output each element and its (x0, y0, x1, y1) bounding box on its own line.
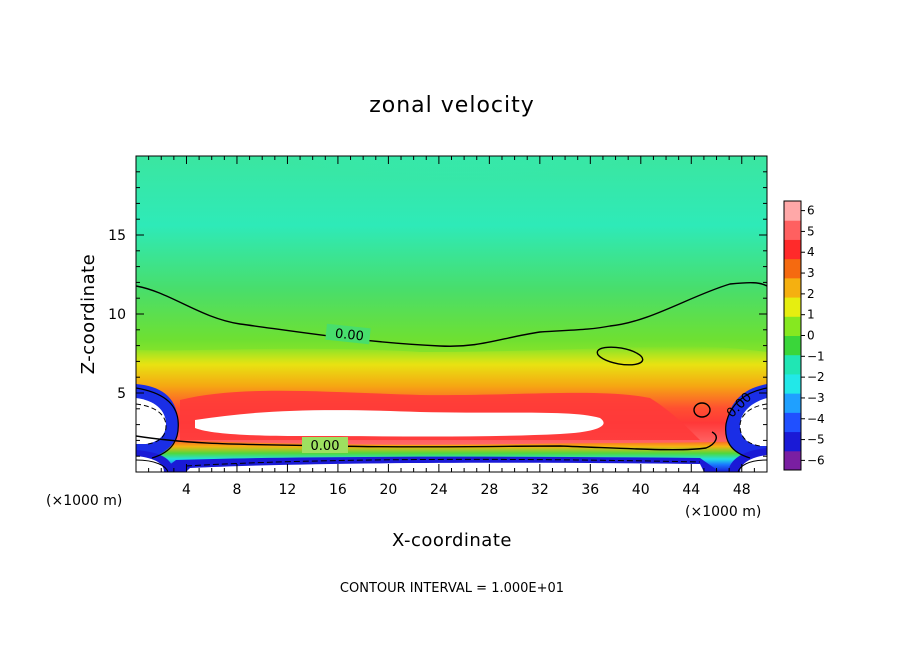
colorbar-tick-label: 4 (807, 245, 815, 259)
y-axis-ticks: 5 10 15 (108, 171, 767, 457)
colorbar: 6 5 4 3 2 1 0 −1 −2 −3 −4 −5 −6 (783, 200, 825, 471)
contour-label-bg-lower (302, 437, 348, 453)
x-tick-label: 28 (480, 482, 498, 498)
x-tick-label: 48 (733, 482, 751, 498)
colorbar-swatch (784, 316, 801, 336)
x-tick-label: 40 (632, 482, 650, 498)
contour-right-dashed (739, 403, 767, 447)
x-tick-label: 44 (682, 482, 700, 498)
contour-label-lower: 0.00 (311, 439, 340, 454)
colorbar-swatch (784, 277, 801, 298)
right-bottom-white (740, 455, 767, 472)
contour-label-bg-upper (325, 323, 371, 345)
x-tick-label: 24 (430, 482, 448, 498)
contour-label-upper: 0.00 (334, 327, 364, 345)
colorbar-tick-label: −6 (807, 453, 825, 467)
contour-left-bottom (136, 459, 169, 472)
colorbar-tick-label: 2 (807, 287, 815, 301)
contour-interval-note: CONTOUR INTERVAL = 1.000E+01 (340, 581, 564, 596)
colorbar-swatch (784, 297, 801, 317)
colorbar-swatch (784, 258, 801, 279)
contour-right-bottom (737, 459, 767, 472)
colorbar-swatch (784, 431, 801, 452)
contour-lower-zero (136, 431, 717, 451)
colorbar-tick-label: 5 (807, 224, 815, 238)
colorbar-tick-label: 1 (807, 308, 815, 322)
contour-closed-loop (596, 346, 644, 366)
colorbar-swatch (784, 239, 801, 260)
colorbar-tick-label: 3 (807, 266, 815, 280)
contour-upper-zero (136, 281, 767, 347)
colorbar-swatch (784, 220, 801, 240)
field-cyan-region (160, 156, 760, 276)
x-tick-label: 12 (279, 482, 297, 498)
contour-small-loop (693, 402, 711, 418)
colorbar-swatch (784, 335, 801, 356)
colorbar-tick-label: −1 (807, 349, 825, 363)
y-tick-label: 5 (117, 386, 126, 402)
y-tick-label: 15 (108, 228, 126, 244)
x-unit-label-left: (×1000 m) (46, 493, 122, 509)
left-corner-white (136, 398, 166, 444)
y-tick-label: 10 (108, 307, 126, 323)
colorbar-tick-label: −2 (807, 370, 825, 384)
colorbar-tick-label: −4 (807, 412, 825, 426)
field-max-region (195, 410, 604, 437)
contour-bottom-dashed (185, 458, 701, 467)
x-tick-label: 8 (232, 482, 241, 498)
y-axis-title: Z-coordinate (78, 254, 99, 375)
colorbar-swatch (784, 354, 801, 375)
x-tick-label: 32 (531, 482, 549, 498)
right-corner-white (740, 398, 767, 446)
x-tick-label: 20 (379, 482, 397, 498)
x-tick-label: 16 (329, 482, 347, 498)
colorbar-swatch (784, 393, 801, 413)
chart-title: zonal velocity (369, 93, 535, 118)
x-tick-label: 4 (182, 482, 191, 498)
colorbar-swatch (784, 201, 801, 221)
colorbar-swatch (784, 373, 801, 394)
colorbar-tick-label: 6 (807, 204, 815, 218)
colorbar-tick-label: −5 (807, 433, 825, 447)
x-tick-label: 36 (581, 482, 599, 498)
colorbar-swatch (784, 450, 801, 471)
contour-left-corner (136, 387, 179, 459)
colorbar-swatch (784, 412, 801, 433)
colorbar-tick-label: −3 (807, 391, 825, 405)
colorbar-tick-label: 0 (807, 329, 815, 343)
field-bottom-white (186, 462, 704, 472)
x-axis-title: X-coordinate (392, 530, 512, 551)
x-unit-label-right: (×1000 m) (685, 504, 761, 520)
contour-right-corner (725, 387, 767, 459)
contour-left-dashed (136, 403, 167, 445)
x-axis-ticks: 4 8 12 16 20 24 28 32 36 40 44 48 (148, 156, 755, 498)
